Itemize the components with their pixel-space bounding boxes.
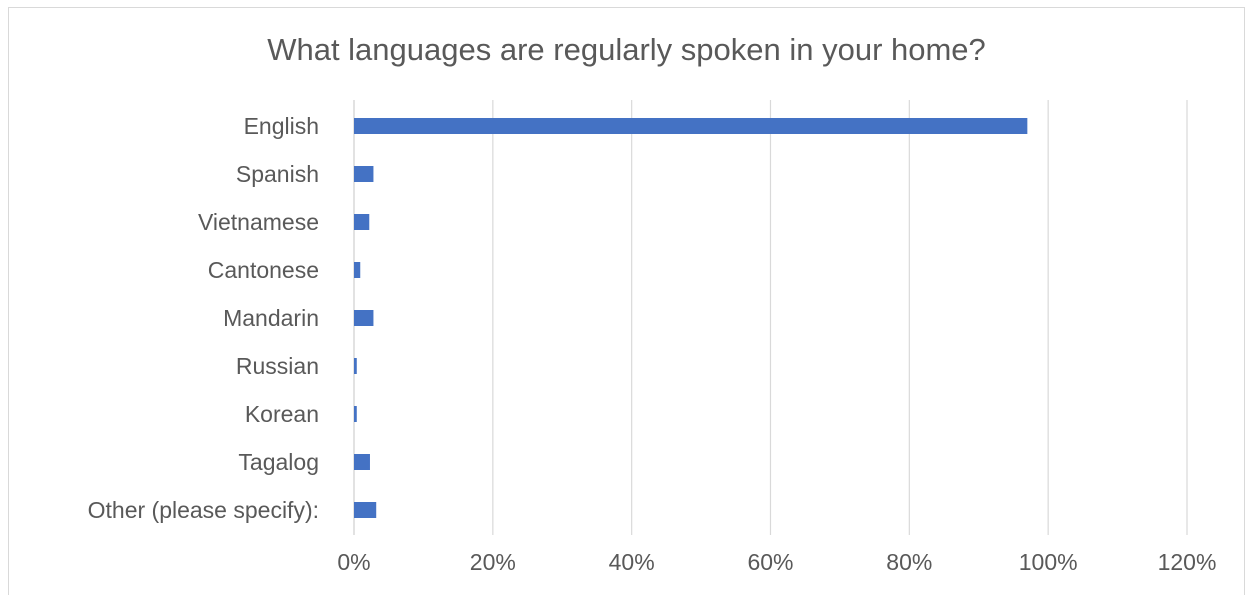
chart-frame <box>8 7 1245 595</box>
category-label: Korean <box>245 401 319 427</box>
bar <box>354 310 374 326</box>
x-tick-label: 0% <box>337 549 370 575</box>
bar <box>354 406 357 422</box>
bar <box>354 214 370 230</box>
bar <box>354 262 361 278</box>
category-label: Mandarin <box>223 305 319 331</box>
category-label: Other (please specify): <box>88 497 319 523</box>
category-label: Russian <box>236 353 319 379</box>
x-tick-label: 40% <box>609 549 655 575</box>
category-label: Cantonese <box>208 257 319 283</box>
category-label: Vietnamese <box>198 209 319 235</box>
x-tick-label: 120% <box>1158 549 1217 575</box>
category-label: Tagalog <box>238 449 319 475</box>
x-tick-label: 60% <box>747 549 793 575</box>
x-tick-label: 20% <box>470 549 516 575</box>
chart-title: What languages are regularly spoken in y… <box>267 32 986 67</box>
x-tick-label: 100% <box>1019 549 1078 575</box>
bar <box>354 502 377 518</box>
bar <box>354 118 1028 134</box>
category-label: Spanish <box>236 161 319 187</box>
bar <box>354 166 374 182</box>
bar <box>354 358 357 374</box>
bar <box>354 454 370 470</box>
category-label: English <box>244 113 319 139</box>
x-tick-label: 80% <box>886 549 932 575</box>
